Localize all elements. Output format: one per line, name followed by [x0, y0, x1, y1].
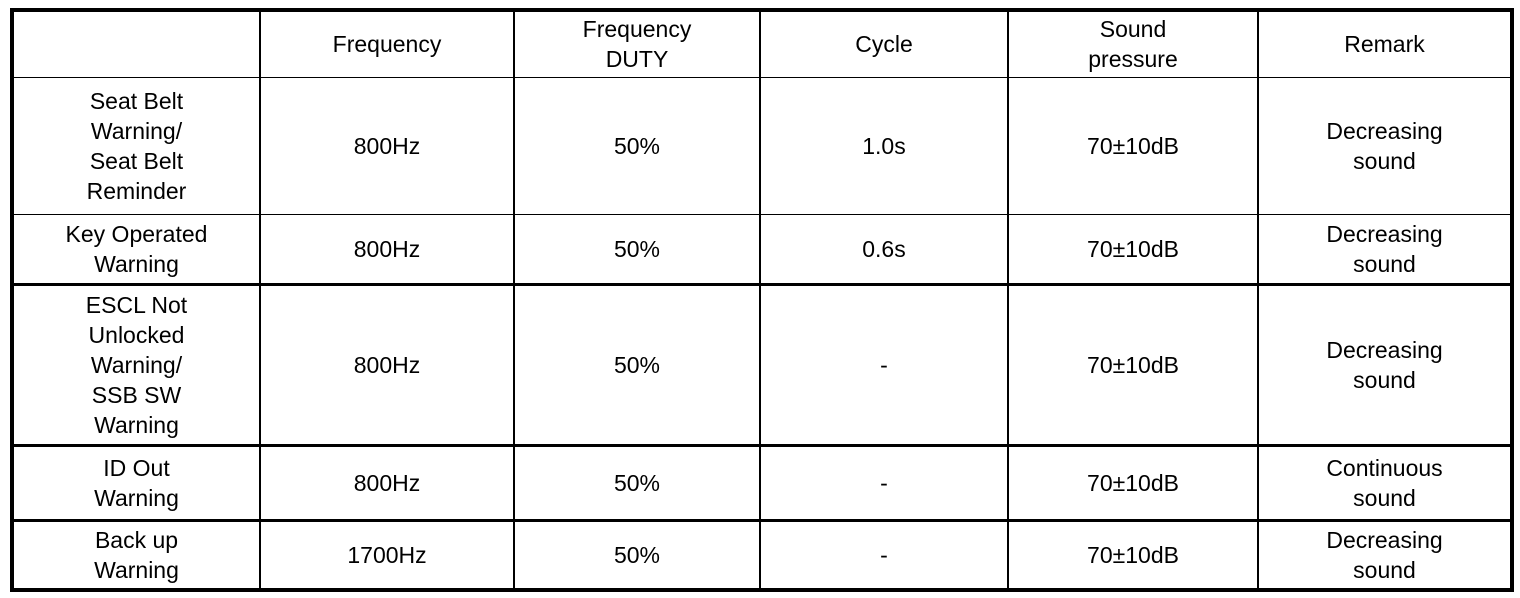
cell-warning-name: ID Out Warning [11, 445, 261, 522]
warning-sound-spec-table: Frequency Frequency DUTY Cycle Sound pre… [10, 8, 1514, 592]
cell-cycle: 0.6s [759, 214, 1009, 286]
cell-remark: Decreasing sound [1257, 77, 1513, 215]
header-cell-cycle: Cycle [759, 10, 1009, 78]
cell-duty: 50% [513, 214, 761, 286]
cell-cycle: 1.0s [759, 77, 1009, 215]
cell-sound-pressure: 70±10dB [1007, 214, 1259, 286]
cell-cycle: - [759, 284, 1009, 447]
cell-warning-name: Seat Belt Warning/ Seat Belt Reminder [11, 77, 261, 215]
cell-cycle: - [759, 445, 1009, 522]
header-cell-blank [11, 10, 261, 78]
table-row-back-up-warning: Back up Warning 1700Hz 50% - 70±10dB Dec… [11, 520, 1513, 590]
cell-duty: 50% [513, 77, 761, 215]
cell-sound-pressure: 70±10dB [1007, 520, 1259, 590]
table-row-seat-belt-warning: Seat Belt Warning/ Seat Belt Reminder 80… [11, 77, 1513, 215]
header-cell-remark: Remark [1257, 10, 1513, 78]
cell-warning-name: Back up Warning [11, 520, 261, 590]
table-row-escl-not-unlocked-warning: ESCL Not Unlocked Warning/ SSB SW Warnin… [11, 284, 1513, 447]
cell-frequency: 800Hz [259, 77, 515, 215]
cell-remark: Continuous sound [1257, 445, 1513, 522]
cell-remark: Decreasing sound [1257, 214, 1513, 286]
cell-duty: 50% [513, 520, 761, 590]
table-header-row: Frequency Frequency DUTY Cycle Sound pre… [11, 10, 1513, 78]
cell-remark: Decreasing sound [1257, 520, 1513, 590]
cell-duty: 50% [513, 445, 761, 522]
cell-cycle: - [759, 520, 1009, 590]
cell-frequency: 800Hz [259, 284, 515, 447]
header-cell-frequency-duty: Frequency DUTY [513, 10, 761, 78]
table-row-id-out-warning: ID Out Warning 800Hz 50% - 70±10dB Conti… [11, 445, 1513, 522]
cell-frequency: 800Hz [259, 445, 515, 522]
cell-warning-name: Key Operated Warning [11, 214, 261, 286]
cell-frequency: 1700Hz [259, 520, 515, 590]
cell-sound-pressure: 70±10dB [1007, 445, 1259, 522]
cell-sound-pressure: 70±10dB [1007, 77, 1259, 215]
header-cell-frequency: Frequency [259, 10, 515, 78]
cell-warning-name: ESCL Not Unlocked Warning/ SSB SW Warnin… [11, 284, 261, 447]
cell-sound-pressure: 70±10dB [1007, 284, 1259, 447]
cell-remark: Decreasing sound [1257, 284, 1513, 447]
table-row-key-operated-warning: Key Operated Warning 800Hz 50% 0.6s 70±1… [11, 214, 1513, 286]
cell-duty: 50% [513, 284, 761, 447]
header-cell-sound-pressure: Sound pressure [1007, 10, 1259, 78]
cell-frequency: 800Hz [259, 214, 515, 286]
